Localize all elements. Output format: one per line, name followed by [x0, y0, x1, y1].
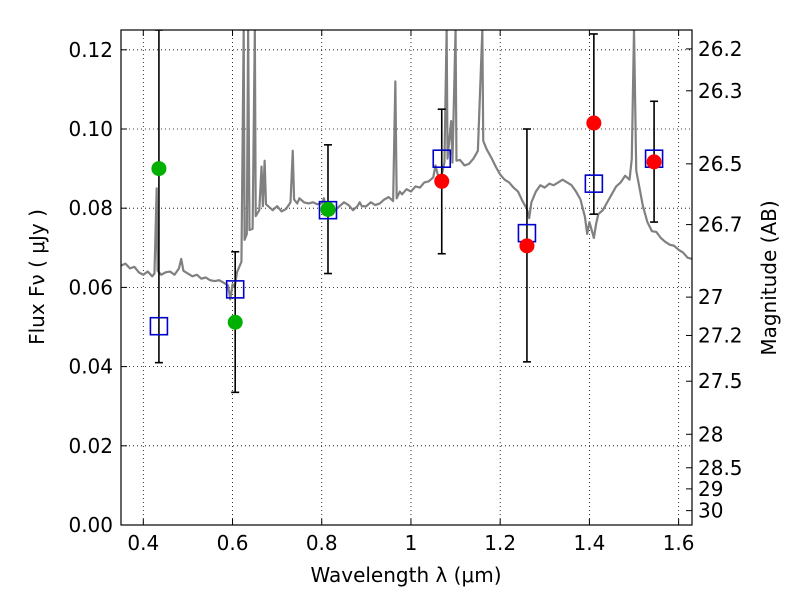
- observed-photometry-point: [320, 201, 336, 217]
- model-spectrum-layer: [121, 30, 692, 301]
- x-axis-title: Wavelength λ (μm): [310, 563, 501, 587]
- observed-photometry-point: [434, 173, 450, 189]
- magnitude-tick-label: 26.7: [698, 213, 743, 237]
- magnitude-tick-label: 29: [698, 477, 723, 501]
- x-tick-label: 0.6: [217, 531, 249, 555]
- magnitude-tick-label: 26.3: [698, 79, 743, 103]
- magnitude-tick-label: 26.2: [698, 37, 743, 61]
- x-tick-label: 1: [405, 531, 418, 555]
- observed-photometry-point: [151, 161, 167, 177]
- grid-lines: [121, 30, 692, 526]
- y-tick-label: 0.12: [68, 38, 113, 62]
- magnitude-tick-label: 27: [698, 285, 723, 309]
- x-tick-label: 0.4: [127, 531, 159, 555]
- secondary-y-axis-title: Magnitude (AB): [757, 200, 781, 355]
- y-tick-label: 0.04: [68, 355, 113, 379]
- observed-photometry-point: [227, 314, 243, 330]
- magnitude-tick-label: 27.2: [698, 323, 743, 347]
- magnitude-tick-label: 28: [698, 422, 723, 446]
- y-tick-label: 0.00: [68, 513, 113, 537]
- observed-photometry-layer: [151, 115, 662, 330]
- observed-photometry-point: [586, 115, 602, 131]
- x-tick-label: 1.2: [484, 531, 516, 555]
- x-tick-label: 0.8: [306, 531, 338, 555]
- magnitude-tick-label: 26.5: [698, 152, 743, 176]
- model-photometry-square: [432, 149, 452, 168]
- model-spectrum-line: [121, 30, 692, 301]
- magnitude-tick-label: 30: [698, 499, 723, 523]
- y-axis-title: Flux Fν ( μJy ): [25, 209, 49, 345]
- model-photometry-square: [584, 174, 604, 193]
- axis-ticks: 0.4 0.6 0.8 1 1.2 1.4 1.6 0.00 0.02 0.04 0.06 0.08 0…: [68, 30, 743, 555]
- plot-frame: [120, 29, 693, 526]
- model-photometry-square: [149, 316, 169, 336]
- model-photometry-layer: [149, 149, 664, 336]
- model-photometry-square: [318, 200, 338, 220]
- y-tick-label: 0.08: [68, 196, 113, 220]
- magnitude-tick-label: 27.5: [698, 369, 743, 393]
- model-photometry-square: [225, 280, 245, 299]
- observed-photometry-point: [519, 238, 535, 254]
- x-tick-label: 1.4: [573, 531, 605, 555]
- y-tick-label: 0.06: [68, 275, 113, 299]
- magnitude-tick-label: 28.5: [698, 456, 743, 480]
- y-tick-label: 0.10: [68, 117, 113, 141]
- y-tick-label: 0.02: [68, 434, 113, 458]
- x-tick-label: 1.6: [663, 531, 695, 555]
- observed-photometry-point: [646, 154, 662, 170]
